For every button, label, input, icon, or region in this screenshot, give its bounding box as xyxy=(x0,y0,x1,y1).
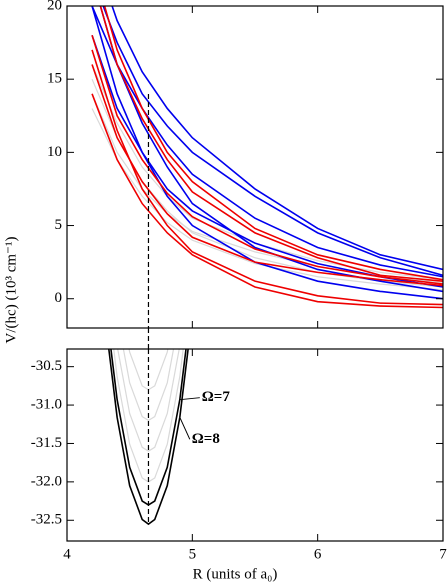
curve xyxy=(91,6,443,278)
curve xyxy=(91,64,443,281)
y-tick-label: -30.5 xyxy=(31,358,62,374)
curve xyxy=(91,35,443,285)
frame xyxy=(66,348,444,542)
curve xyxy=(122,349,175,422)
curve xyxy=(91,93,443,309)
leader-line xyxy=(179,397,200,401)
y-axis-label: V/(hc) (10³ cm⁻¹) xyxy=(3,237,19,344)
curve xyxy=(117,349,180,452)
curve xyxy=(91,108,443,291)
x-tick-label: 4 xyxy=(63,546,71,562)
curve xyxy=(99,6,443,282)
y-tick-label: 5 xyxy=(55,217,63,233)
x-axis-label: R (units of a₀) xyxy=(193,566,278,582)
y-tick-label: -31.0 xyxy=(31,397,62,413)
curve xyxy=(108,349,189,526)
curve xyxy=(91,49,443,306)
y-tick-label: 20 xyxy=(47,0,62,13)
y-tick-label: 0 xyxy=(55,290,63,306)
curve xyxy=(103,6,443,281)
x-tick-label: 7 xyxy=(439,546,447,562)
curve xyxy=(111,6,443,271)
y-tick-label: 10 xyxy=(47,144,62,160)
curve xyxy=(102,6,443,277)
curve xyxy=(91,78,443,288)
plot-area xyxy=(91,6,443,309)
curve-label: Ω=7 xyxy=(202,389,231,405)
y-tick-label: 15 xyxy=(47,71,62,87)
y-tick-label: -31.5 xyxy=(31,435,62,451)
curve xyxy=(91,64,443,287)
curve xyxy=(91,6,443,300)
y-tick-label: -32.5 xyxy=(31,512,62,528)
leader-line xyxy=(179,417,191,440)
frame xyxy=(66,5,444,329)
curve xyxy=(91,35,443,288)
x-tick-label: 6 xyxy=(314,546,322,562)
y-tick-label: -32.0 xyxy=(31,473,62,489)
curve-label: Ω=8 xyxy=(192,431,220,447)
x-tick-label: 5 xyxy=(189,546,197,562)
